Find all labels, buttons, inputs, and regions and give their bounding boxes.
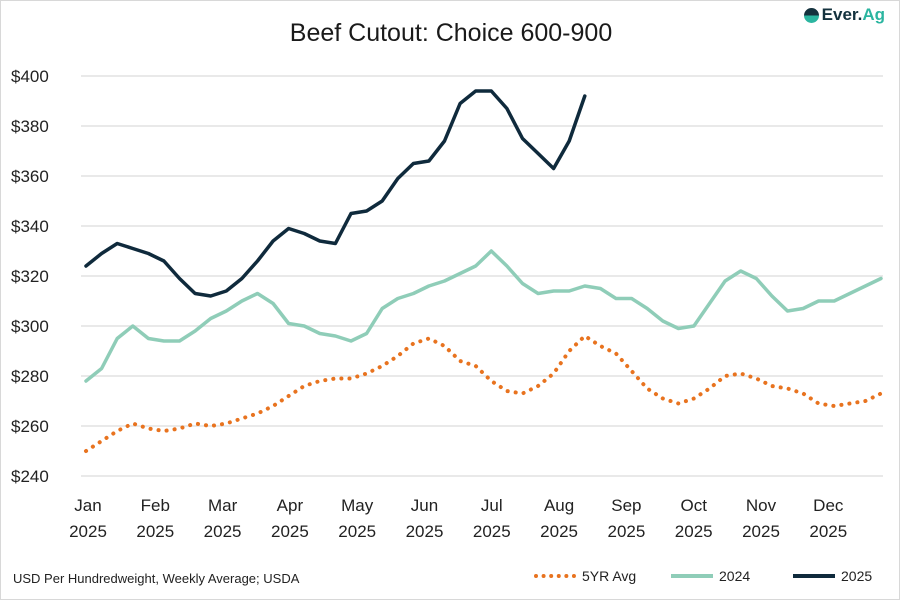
legend-label: 2025 [841,568,873,584]
y-tick-label: $380 [11,117,49,136]
y-tick-label: $280 [11,367,49,386]
series-line-5yr-avg [84,334,883,453]
legend-label: 2024 [719,568,751,584]
series-line-2024 [84,249,883,383]
everag-logo: Ever.Ag [803,5,885,25]
x-tick-label: 2025 [675,522,713,541]
x-tick-label: Oct [680,496,707,515]
x-tick-label: 2025 [136,522,174,541]
x-tick-label: Sep [611,496,641,515]
logo-icon [803,7,819,23]
x-tick-label: Mar [208,496,238,515]
x-tick-label: 2025 [540,522,578,541]
footnote: USD Per Hundredweight, Weekly Average; U… [13,571,300,586]
x-tick-label: Feb [141,496,170,515]
x-tick-label: 2025 [204,522,242,541]
x-tick-label: Dec [813,496,844,515]
legend-item-2025: 2025 [793,568,872,584]
y-tick-label: $360 [11,167,49,186]
y-tick-label: $340 [11,217,49,236]
legend-swatch [793,574,835,578]
legend-swatch [534,574,576,578]
x-tick-label: 2025 [607,522,645,541]
logo-text: Ever.Ag [821,5,885,24]
y-tick-label: $300 [11,317,49,336]
y-tick-label: $260 [11,417,49,436]
legend-swatch [671,574,713,578]
legend-label: 5YR Avg [582,568,637,584]
chart-title: Beef Cutout: Choice 600-900 [289,19,613,47]
x-tick-label: 2025 [473,522,511,541]
x-tick-label: 2025 [338,522,376,541]
x-tick-label: 2025 [809,522,847,541]
y-tick-label: $400 [11,67,49,86]
series-line-2025 [84,89,587,298]
x-tick-label: Jun [411,496,438,515]
x-tick-label: May [341,496,374,515]
x-tick-label: 2025 [271,522,309,541]
x-tick-label: 2025 [69,522,107,541]
x-tick-label: Apr [277,496,304,515]
x-tick-label: Aug [544,496,574,515]
x-tick-label: Nov [746,496,777,515]
y-tick-label: $240 [11,467,49,486]
y-tick-label: $320 [11,267,49,286]
x-tick-label: 2025 [406,522,444,541]
x-tick-label: Jul [481,496,503,515]
x-tick-label: Jan [74,496,101,515]
legend-item-2024: 2024 [671,568,750,584]
x-tick-label: 2025 [742,522,780,541]
legend-item-5yr: 5YR Avg [534,568,636,584]
